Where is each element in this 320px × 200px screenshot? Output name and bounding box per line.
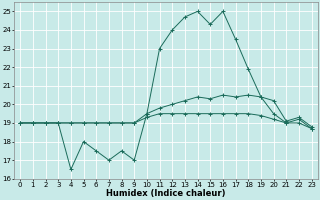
- X-axis label: Humidex (Indice chaleur): Humidex (Indice chaleur): [106, 189, 226, 198]
